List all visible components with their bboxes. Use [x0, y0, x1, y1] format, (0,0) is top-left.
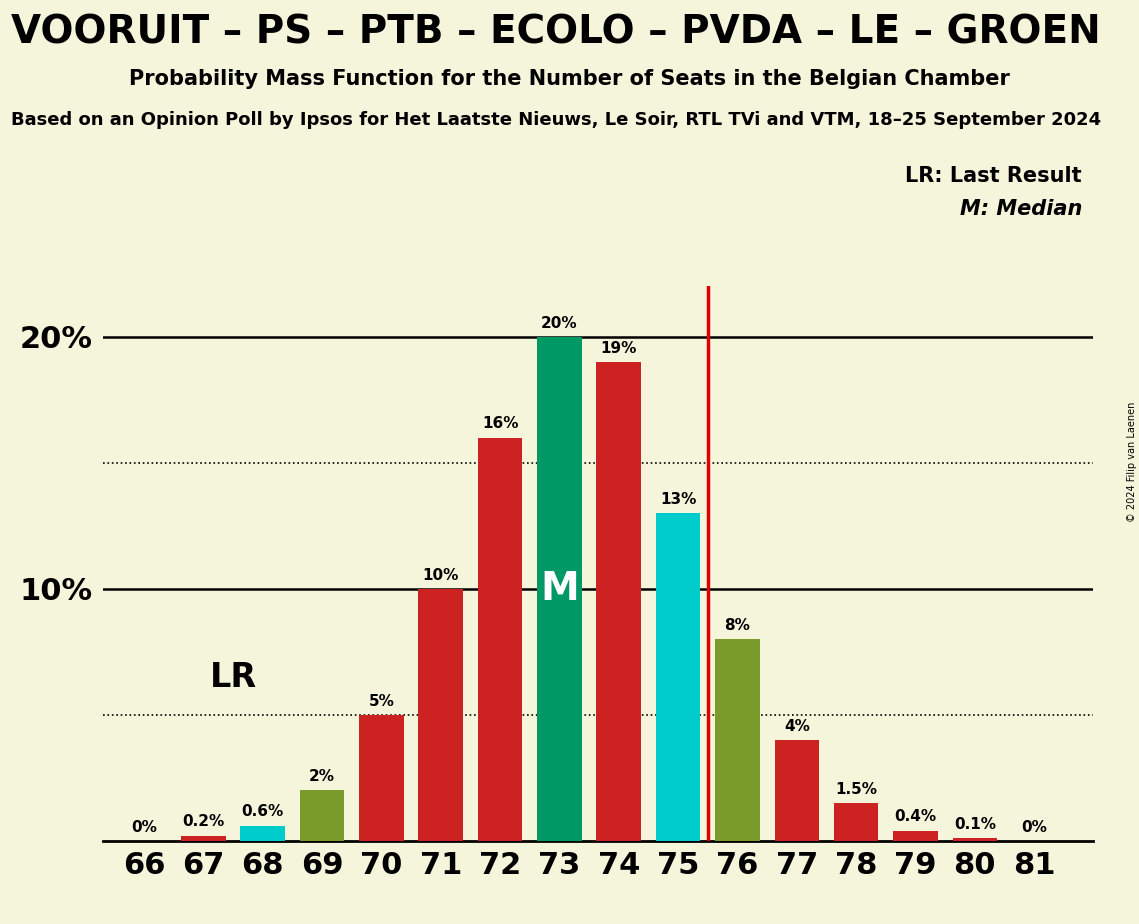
- Text: 5%: 5%: [368, 694, 394, 709]
- Text: VOORUIT – PS – PTB – ECOLO – PVDA – LE – GROEN: VOORUIT – PS – PTB – ECOLO – PVDA – LE –…: [11, 14, 1101, 52]
- Bar: [834, 803, 878, 841]
- Bar: [240, 826, 285, 841]
- Bar: [300, 790, 344, 841]
- Text: 0.4%: 0.4%: [894, 809, 936, 824]
- Text: LR: LR: [210, 661, 256, 694]
- Text: 0%: 0%: [131, 820, 157, 834]
- Text: 19%: 19%: [600, 341, 637, 356]
- Text: 1.5%: 1.5%: [835, 782, 877, 796]
- Text: 2%: 2%: [309, 769, 335, 784]
- Bar: [418, 589, 462, 841]
- Text: © 2024 Filip van Laenen: © 2024 Filip van Laenen: [1126, 402, 1137, 522]
- Bar: [952, 838, 997, 841]
- Text: M: Median: M: Median: [960, 199, 1082, 219]
- Text: Probability Mass Function for the Number of Seats in the Belgian Chamber: Probability Mass Function for the Number…: [129, 69, 1010, 90]
- Bar: [597, 362, 641, 841]
- Text: 0.2%: 0.2%: [182, 814, 224, 830]
- Bar: [775, 740, 819, 841]
- Bar: [181, 836, 226, 841]
- Text: 8%: 8%: [724, 618, 751, 633]
- Bar: [893, 831, 937, 841]
- Text: 4%: 4%: [784, 719, 810, 734]
- Text: LR: Last Result: LR: Last Result: [906, 166, 1082, 187]
- Bar: [656, 513, 700, 841]
- Text: 20%: 20%: [541, 315, 577, 331]
- Text: 0%: 0%: [1022, 820, 1047, 834]
- Bar: [538, 337, 582, 841]
- Text: 0.1%: 0.1%: [953, 817, 995, 832]
- Bar: [478, 438, 523, 841]
- Bar: [359, 715, 403, 841]
- Text: 10%: 10%: [423, 567, 459, 582]
- Bar: [715, 639, 760, 841]
- Text: 13%: 13%: [659, 492, 696, 507]
- Text: M: M: [540, 570, 579, 608]
- Text: 0.6%: 0.6%: [241, 805, 284, 820]
- Text: 16%: 16%: [482, 417, 518, 432]
- Text: Based on an Opinion Poll by Ipsos for Het Laatste Nieuws, Le Soir, RTL TVi and V: Based on an Opinion Poll by Ipsos for He…: [11, 111, 1101, 128]
